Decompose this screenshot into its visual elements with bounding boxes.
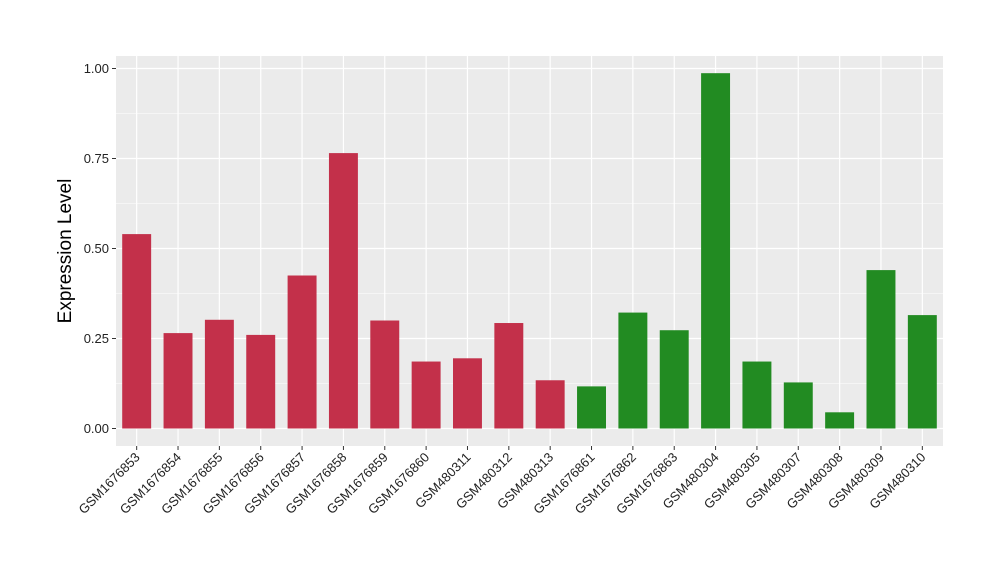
bar-GSM1676863 bbox=[659, 330, 689, 429]
bar-GSM1676861 bbox=[577, 386, 606, 429]
bar-GSM1676854 bbox=[163, 333, 193, 429]
y-axis: 0.00 0.25 0.50 0.75 1.00 bbox=[84, 61, 116, 436]
bar-GSM1676855 bbox=[204, 319, 234, 429]
bar-GSM480309 bbox=[866, 270, 896, 429]
bar-GSM1676857 bbox=[287, 275, 317, 429]
y-axis-title: Expression Level bbox=[55, 179, 76, 324]
bar-GSM1676859 bbox=[370, 320, 400, 429]
bar-GSM480305 bbox=[742, 361, 772, 429]
bar-GSM1676858 bbox=[328, 153, 358, 429]
y-tick-label: 0.25 bbox=[84, 331, 109, 346]
bar-GSM480312 bbox=[494, 323, 524, 429]
bar-GSM480304 bbox=[701, 73, 731, 429]
bar-GSM1676856 bbox=[246, 334, 276, 429]
y-tick-label: 1.00 bbox=[84, 61, 109, 76]
bar-GSM480311 bbox=[453, 358, 482, 429]
y-tick-label: 0.50 bbox=[84, 241, 109, 256]
bar-GSM480308 bbox=[825, 412, 855, 429]
y-tick-label: 0.00 bbox=[84, 421, 109, 436]
plot-panel bbox=[116, 56, 943, 446]
bar-GSM1676853 bbox=[122, 234, 152, 429]
bar-GSM1676860 bbox=[411, 361, 441, 429]
bar-GSM480310 bbox=[907, 315, 937, 429]
x-axis: GSM1676853GSM1676854GSM1676855GSM1676856… bbox=[75, 446, 928, 517]
bar-GSM1676862 bbox=[618, 312, 648, 429]
bar-GSM480313 bbox=[535, 380, 565, 429]
y-tick-label: 0.75 bbox=[84, 151, 109, 166]
bars bbox=[122, 73, 937, 429]
bar-GSM480307 bbox=[783, 382, 813, 429]
